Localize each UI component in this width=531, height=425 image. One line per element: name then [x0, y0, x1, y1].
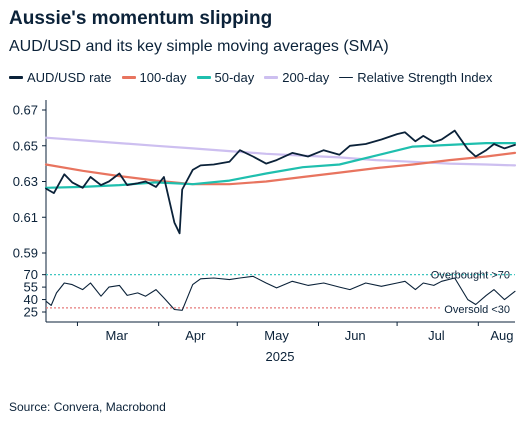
series-line-100day [44, 151, 517, 186]
x-tick-label: Aug [490, 328, 513, 343]
series-line-200day [44, 136, 517, 167]
chart-subtitle: AUD/USD and its key simple moving averag… [9, 38, 389, 55]
legend-swatch-100day [121, 76, 136, 79]
oversold-label: Oversold <30 [444, 304, 510, 316]
rsi-y-tick-label: 55 [24, 280, 38, 295]
legend-label-50day: 50-day [214, 70, 255, 85]
legend-swatch-aud [9, 76, 23, 79]
x-tick-label: Mar [106, 328, 129, 343]
legend: AUD/USD rate 100-day 50-day 200-day Rela… [9, 70, 492, 85]
y-tick-label: 0.65 [13, 138, 38, 153]
x-tick-label: May [264, 328, 289, 343]
y-tick-label: 0.59 [13, 246, 38, 261]
legend-label-aud: AUD/USD rate [27, 70, 112, 85]
overbought-label: Overbought >70 [431, 270, 510, 282]
legend-item-rsi: Relative Strength Index [339, 70, 492, 85]
rsi-y-tick-label: 40 [24, 292, 38, 307]
series-line-rsi [45, 275, 516, 311]
legend-swatch-200day [264, 76, 279, 79]
series-line-aud-usd [45, 129, 516, 235]
legend-item-200day: 200-day [264, 70, 329, 85]
series-line-50day [44, 142, 517, 189]
legend-item-aud: AUD/USD rate [9, 70, 112, 85]
legend-label-rsi: Relative Strength Index [357, 70, 493, 85]
legend-label-200day: 200-day [282, 70, 330, 85]
legend-swatch-rsi [339, 76, 354, 79]
x-tick-label: Jun [345, 328, 366, 343]
chart-title: Aussie's momentum slipping [9, 8, 273, 29]
rsi-y-tick-label: 70 [24, 267, 38, 282]
rsi-y-tick-label: 25 [24, 305, 38, 320]
legend-item-50day: 50-day [196, 70, 255, 85]
y-tick-label: 0.61 [13, 210, 38, 225]
x-axis-title: 2025 [266, 349, 295, 364]
y-tick-label: 0.67 [13, 103, 38, 118]
legend-swatch-50day [196, 76, 211, 79]
y-tick-label: 0.63 [13, 174, 38, 189]
x-tick-label: Jul [428, 328, 445, 343]
x-tick-label: Apr [185, 328, 206, 343]
legend-item-100day: 100-day [121, 70, 187, 85]
source-note: Source: Convera, Macrobond [9, 400, 166, 414]
legend-label-100day: 100-day [139, 70, 187, 85]
